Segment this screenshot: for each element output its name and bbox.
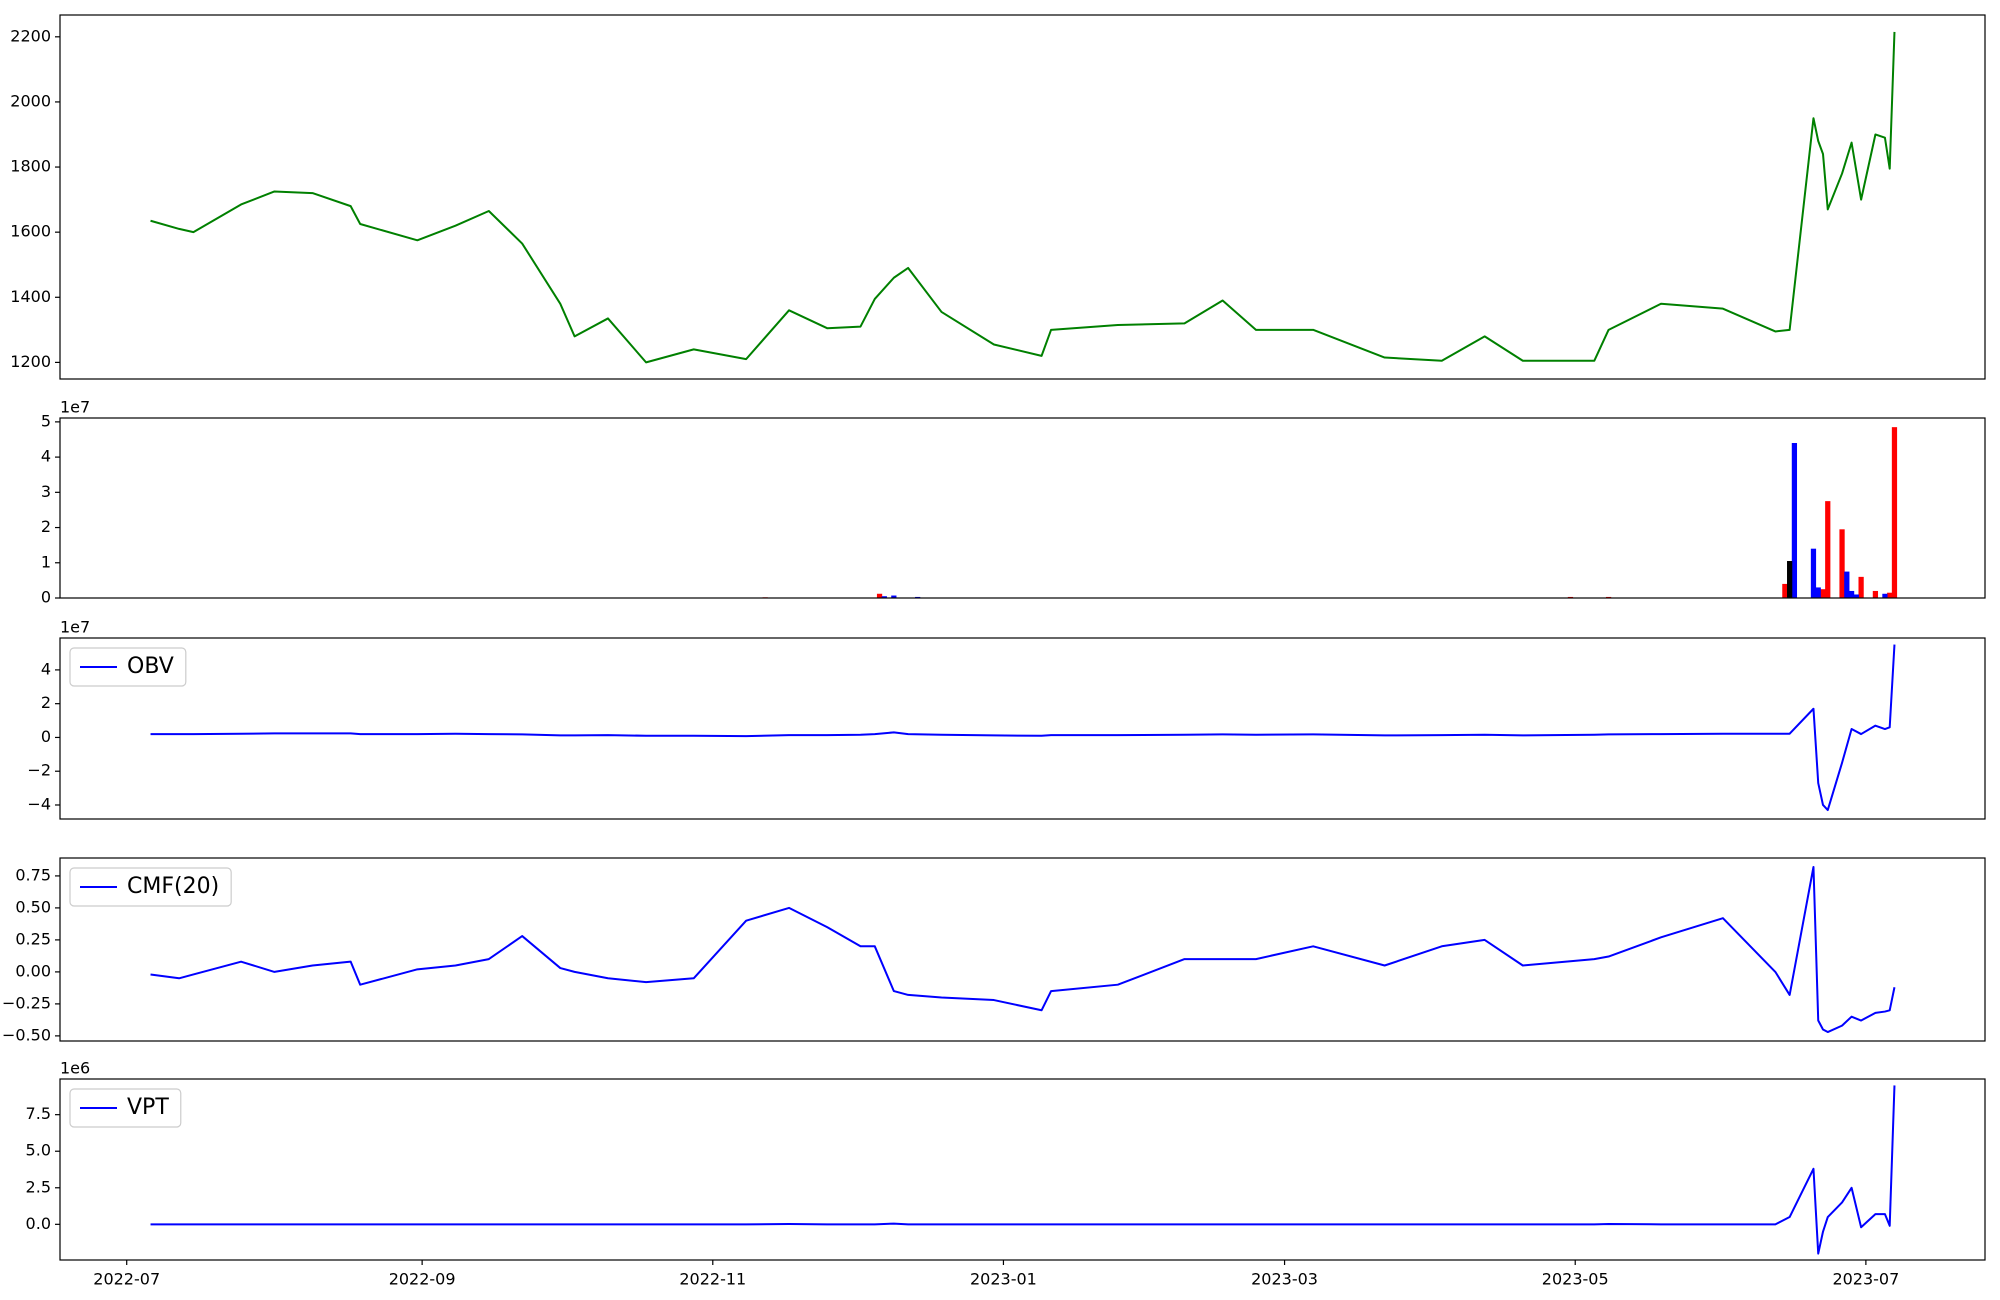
y-tick-label: 1200 [10,352,51,371]
bar [1848,590,1855,598]
y-tick-label: 2200 [10,26,51,45]
x-tick-label: 2022-09 [389,1270,456,1289]
x-tick-label: 2023-03 [1251,1270,1318,1289]
legend-box [69,647,187,687]
line-series [150,644,1896,812]
y-tick-label: 0.75 [15,865,51,884]
bar [891,595,897,598]
bar [1782,583,1788,598]
legend-label: OBV [127,654,174,679]
y-tick-label: 0.50 [15,897,51,916]
axes-frame [59,857,1986,1042]
bar [1825,501,1831,598]
x-tick-label: 2022-11 [679,1270,746,1289]
line-series [150,31,1896,364]
y-tick-label: 0.00 [15,961,51,980]
y-tick-label: 2 [41,517,51,536]
y-tick-label: 2 [41,693,51,712]
axes-frame [59,637,1986,820]
y-tick-label: 0.25 [15,929,51,948]
y-tick-label: −4 [27,794,51,813]
y-tick-label: 7.5 [26,1104,51,1123]
bar [1787,561,1793,598]
axes-frame [59,1078,1986,1261]
y-tick-label: 5 [41,411,51,430]
legend-label: CMF(20) [127,874,219,899]
y-tick-label: 1400 [10,287,51,306]
x-tick-label: 2023-05 [1542,1270,1609,1289]
y-tick-label: 0.0 [26,1214,51,1233]
y-tick-label: 1600 [10,222,51,241]
y-tick-label: 2000 [10,91,51,110]
y-tick-label: 1800 [10,157,51,176]
y-tick-label: 2.5 [26,1177,51,1196]
y-tick-label: 4 [41,659,51,678]
offset-text: 1e7 [60,618,90,637]
y-tick-label: 1 [41,552,51,571]
bar [1815,587,1821,598]
x-tick-label: 2022-07 [93,1270,160,1289]
bar [1872,590,1879,598]
bar [1820,589,1826,598]
line-series [150,1085,1896,1255]
offset-text: 1e7 [60,398,90,417]
bar [1853,594,1859,598]
y-tick-label: 0 [41,588,51,607]
y-tick-label: 3 [41,482,51,501]
x-tick-label: 2023-07 [1832,1270,1899,1289]
bar [1882,593,1888,598]
line-series [150,865,1896,1034]
bar [876,593,883,598]
axes-frame [59,14,1986,380]
bar [1839,529,1845,598]
bar [1810,548,1817,598]
y-tick-label: 0 [41,727,51,746]
y-tick-label: 5.0 [26,1141,51,1160]
bar [1858,576,1864,598]
offset-text: 1e6 [60,1059,90,1078]
bar [1844,571,1850,598]
y-tick-label: −0.50 [2,1025,51,1044]
bar [1887,592,1893,598]
y-tick-label: 4 [41,447,51,466]
bar [881,596,887,598]
bar [1891,427,1898,598]
y-tick-label: −2 [27,761,51,780]
legend-label: VPT [127,1095,169,1120]
legend-box [69,1088,182,1128]
bar [1791,443,1798,598]
axes-frame [59,417,1986,599]
x-tick-label: 2023-01 [970,1270,1037,1289]
y-tick-label: −0.25 [2,993,51,1012]
legend-box [69,867,232,907]
